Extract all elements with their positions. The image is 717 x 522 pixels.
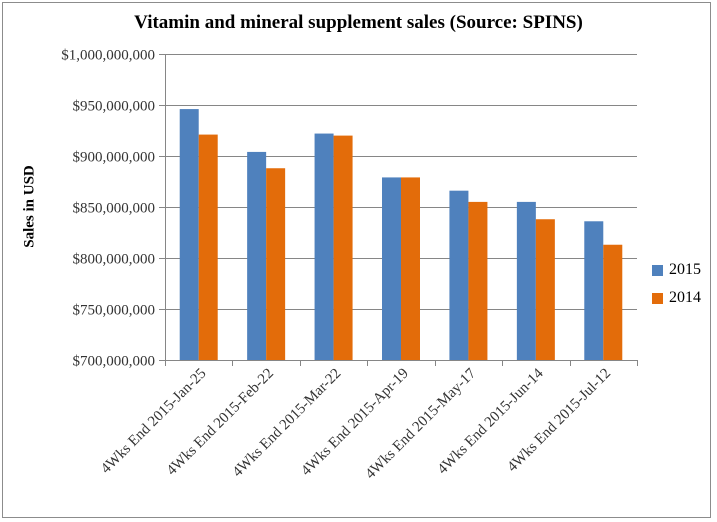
y-tick-label: $800,000,000: [73, 252, 156, 268]
bar-2015-3: [382, 177, 401, 360]
bar-2014-5: [535, 219, 555, 360]
bar-2014-1: [266, 168, 286, 360]
chart-title: Vitamin and mineral supplement sales (So…: [134, 12, 583, 33]
bar-2015-0: [179, 109, 199, 360]
bar-2014-3: [401, 177, 420, 360]
y-tick-label: $850,000,000: [73, 201, 156, 217]
bar-2015-2: [314, 133, 334, 360]
bar-2015-6: [584, 221, 604, 360]
x-tick-label: 4Wks End 2015-May-17: [362, 365, 479, 482]
y-tick-label: $750,000,000: [73, 303, 156, 319]
legend-item-2014: 2014: [652, 284, 701, 312]
y-tick-label: $700,000,000: [73, 354, 156, 370]
y-tick-label: $950,000,000: [73, 99, 156, 115]
bar-2014-2: [333, 135, 353, 360]
x-tick-label: 4Wks End 2015-Mar-22: [230, 366, 345, 481]
legend: 2015 2014: [652, 256, 701, 312]
bar-2014-4: [468, 201, 488, 360]
bar-2015-4: [449, 190, 469, 360]
legend-label-2015: 2015: [669, 261, 701, 278]
legend-swatch-2015: [652, 264, 663, 276]
bar-2014-6: [603, 244, 623, 360]
bar-2014-0: [198, 134, 218, 360]
y-tick-label: $1,000,000,000: [61, 48, 155, 64]
legend-swatch-2014: [652, 292, 663, 304]
legend-item-2015: 2015: [652, 256, 701, 284]
bar-2015-1: [247, 151, 267, 360]
y-tick-label: $900,000,000: [73, 150, 156, 166]
bar-2015-5: [516, 201, 536, 360]
legend-label-2014: 2014: [669, 289, 701, 306]
